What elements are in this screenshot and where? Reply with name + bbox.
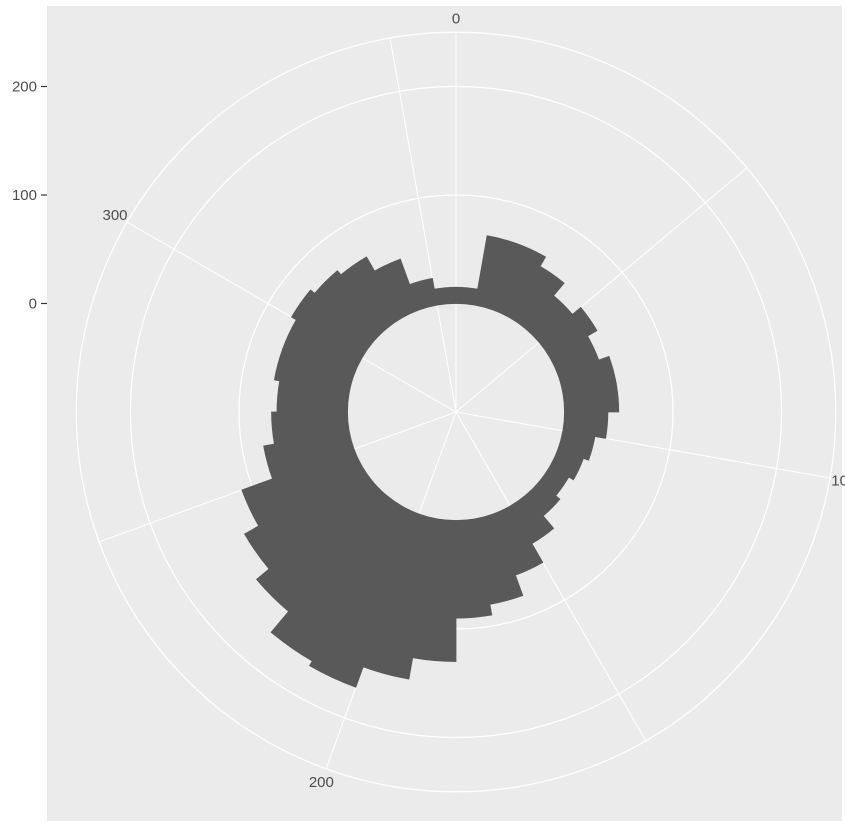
bar-5 [538,306,598,359]
bar-23 [244,465,374,570]
grid-spoke-50 [455,167,748,413]
bar-30 [291,289,374,359]
bar-24 [241,448,363,527]
theta-tick-label: 200 [309,774,334,791]
bar-2 [492,243,547,319]
bar-26 [271,411,350,445]
grid-spoke-100 [455,411,831,479]
bar-20 [308,505,420,688]
bar-0 [455,286,479,306]
r-tick-label: 100 [12,187,37,204]
bar-21 [270,494,403,662]
bar-33 [374,258,420,319]
grid-spoke-350 [389,37,457,413]
grid-spoke-150 [455,411,647,742]
bar-10 [557,430,596,461]
theta-tick-label: 100 [831,472,845,489]
bar-3 [509,265,565,330]
theta-tick-label: 0 [452,10,460,27]
bar-34 [409,277,438,311]
bar-8 [562,383,620,413]
bar-31 [314,270,387,343]
bar-9 [562,411,609,439]
bar-32 [340,256,403,330]
bar-25 [263,430,355,480]
r-tick-label: 0 [29,296,37,313]
theta-tick-label: 300 [102,207,127,224]
bar-35 [433,286,457,306]
plot-panel [47,6,842,821]
bar-22 [255,481,387,613]
bar-11 [549,448,584,481]
r-tick-label: 200 [12,79,37,96]
